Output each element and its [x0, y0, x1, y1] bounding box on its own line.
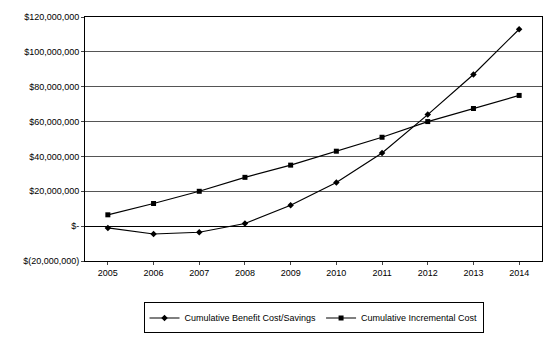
- svg-text:2008: 2008: [235, 268, 255, 278]
- svg-text:Cumulative Incremental Cost: Cumulative Incremental Cost: [361, 313, 477, 323]
- svg-text:2007: 2007: [189, 268, 209, 278]
- svg-text:2011: 2011: [372, 268, 391, 278]
- svg-text:$100,000,000: $100,000,000: [24, 47, 79, 57]
- svg-text:2005: 2005: [98, 268, 118, 278]
- svg-text:2013: 2013: [463, 268, 483, 278]
- svg-text:2014: 2014: [509, 268, 529, 278]
- svg-text:2006: 2006: [144, 268, 164, 278]
- svg-text:2012: 2012: [418, 268, 438, 278]
- svg-text:$60,000,000: $60,000,000: [29, 117, 79, 127]
- svg-text:$(20,000,000): $(20,000,000): [23, 256, 79, 266]
- svg-text:2009: 2009: [281, 268, 301, 278]
- svg-text:$-: $-: [71, 221, 79, 231]
- svg-text:2010: 2010: [326, 268, 346, 278]
- svg-text:Cumulative Benefit Cost/Saving: Cumulative Benefit Cost/Savings: [185, 313, 317, 323]
- svg-text:$20,000,000: $20,000,000: [29, 186, 79, 196]
- svg-text:$80,000,000: $80,000,000: [29, 82, 79, 92]
- svg-text:$40,000,000: $40,000,000: [29, 152, 79, 162]
- svg-text:$120,000,000: $120,000,000: [24, 12, 79, 22]
